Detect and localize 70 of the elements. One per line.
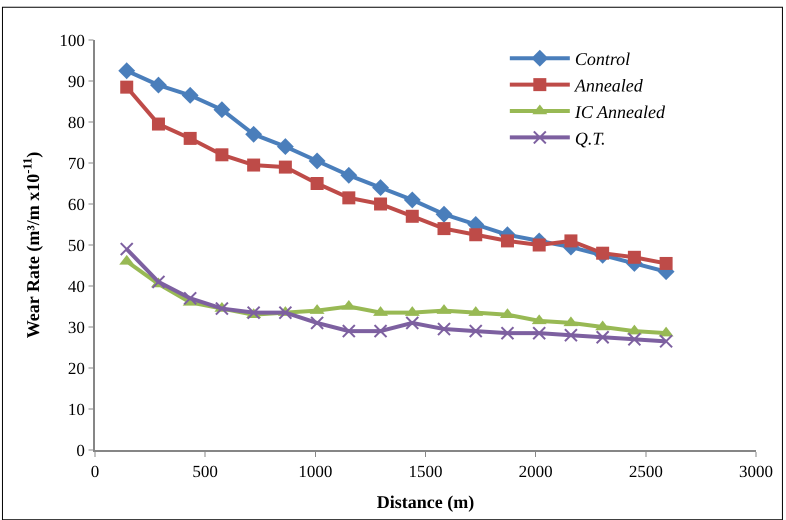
point xyxy=(151,274,166,289)
x-tick-label: 500 xyxy=(192,462,218,482)
point xyxy=(120,80,134,94)
x-tick-label: 1500 xyxy=(408,462,442,482)
point xyxy=(532,238,546,252)
y-tick-label: 100 xyxy=(59,30,85,50)
y-tick-label: 90 xyxy=(68,72,85,91)
point xyxy=(246,306,261,320)
legend-label: Annealed xyxy=(574,76,644,96)
point xyxy=(372,179,389,196)
point xyxy=(627,332,642,346)
point xyxy=(342,324,356,338)
point xyxy=(213,101,230,118)
x-tick-label: 2500 xyxy=(628,462,663,482)
legend-label: Control xyxy=(574,49,630,70)
point xyxy=(310,177,324,190)
y-tick-label: 60 xyxy=(68,194,85,214)
point xyxy=(150,76,167,94)
point xyxy=(310,316,324,330)
y-tick-label: 50 xyxy=(68,236,85,255)
point xyxy=(468,324,483,338)
point xyxy=(374,198,388,210)
point xyxy=(183,291,198,306)
point xyxy=(564,328,578,342)
point xyxy=(405,316,420,330)
point xyxy=(152,118,165,131)
point xyxy=(469,228,482,242)
point xyxy=(276,138,294,156)
y-tick-label: 40 xyxy=(68,276,85,296)
point xyxy=(406,210,419,223)
point xyxy=(500,234,514,248)
point xyxy=(278,306,292,320)
x-tick-label: 0 xyxy=(90,462,100,482)
x-tick-label: 2000 xyxy=(518,462,553,482)
y-tick-label: 30 xyxy=(68,318,85,337)
point xyxy=(659,334,674,348)
point xyxy=(436,206,452,223)
point xyxy=(214,302,229,316)
point xyxy=(308,152,326,170)
legend-label: IC Annealed xyxy=(574,102,666,122)
point xyxy=(184,132,197,145)
point xyxy=(278,160,292,174)
point xyxy=(215,148,228,162)
point xyxy=(532,326,546,340)
y-tick-label: 10 xyxy=(68,400,85,419)
point xyxy=(120,242,134,256)
point xyxy=(247,158,260,172)
y-tick-label: 20 xyxy=(68,358,85,378)
x-axis-title: Distance (m) xyxy=(376,492,474,512)
point xyxy=(374,324,388,338)
point xyxy=(564,234,578,248)
y-tick-label: 0 xyxy=(76,440,85,460)
x-tick-label: 1000 xyxy=(298,462,332,482)
point xyxy=(438,222,451,236)
point xyxy=(500,326,514,340)
point xyxy=(596,330,610,344)
y-tick-label: 70 xyxy=(68,154,85,173)
point xyxy=(660,256,673,270)
y-tick-label: 80 xyxy=(68,112,85,132)
point xyxy=(437,322,452,336)
point xyxy=(340,166,358,184)
point xyxy=(404,191,421,208)
legend-label: Q.T. xyxy=(574,128,606,148)
point xyxy=(342,191,356,204)
point xyxy=(628,250,641,264)
x-tick-label: 3000 xyxy=(739,462,773,482)
point xyxy=(182,86,199,104)
point xyxy=(596,246,610,260)
point xyxy=(245,126,262,143)
point xyxy=(118,62,136,80)
